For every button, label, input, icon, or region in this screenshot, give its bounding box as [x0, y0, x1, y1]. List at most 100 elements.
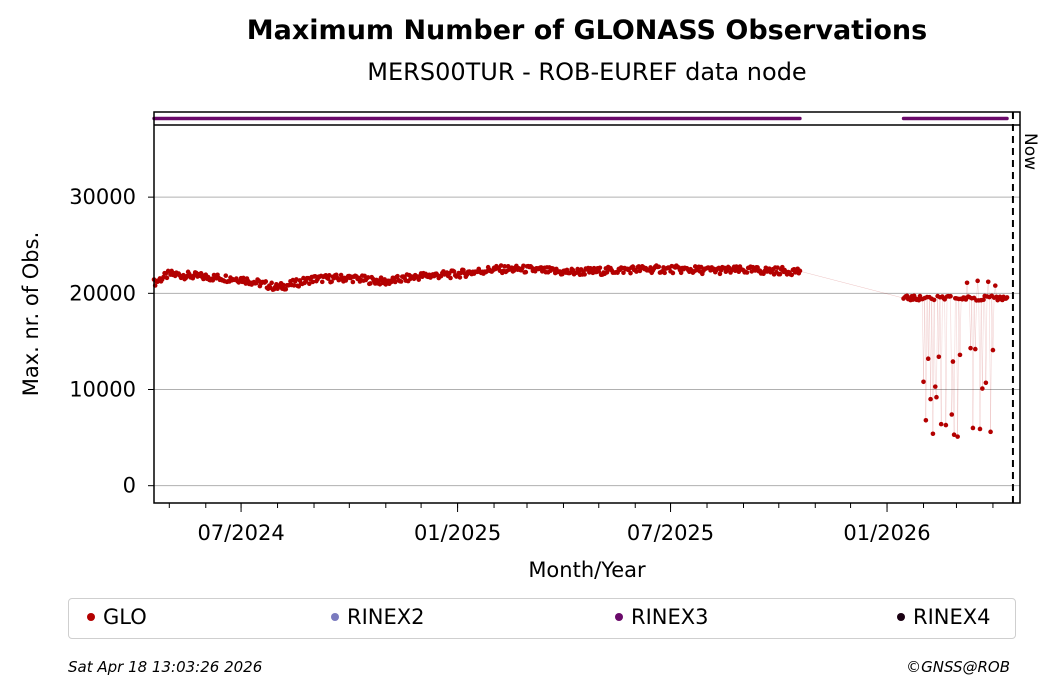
glo-point — [981, 297, 986, 303]
glo-connector — [959, 298, 962, 355]
glo-point — [921, 379, 926, 385]
glo-connector — [933, 299, 936, 387]
glo-connector — [970, 298, 972, 349]
glo-point — [931, 297, 937, 303]
glo-point — [777, 271, 783, 277]
glo-connector — [950, 296, 952, 415]
glo-point — [968, 345, 973, 351]
glo-connector — [953, 298, 956, 435]
glo-connector — [978, 300, 981, 429]
glo-point — [990, 347, 996, 353]
glo-connector — [931, 298, 934, 434]
glo-connector — [940, 296, 943, 425]
glo-point — [948, 293, 953, 299]
rinex3-point — [798, 116, 802, 121]
glo-connector — [991, 295, 994, 351]
glo-point — [502, 264, 507, 269]
glo-point — [327, 273, 332, 278]
y-axis-label: Max. nr. of Obs. — [19, 232, 43, 397]
y-tick-label: 20000 — [69, 281, 136, 305]
glo-connector — [951, 361, 954, 415]
glo-point — [936, 354, 942, 360]
glo-point — [294, 277, 299, 282]
glo-connector — [990, 295, 992, 432]
glo-connector — [938, 297, 941, 357]
glo-connector — [989, 297, 991, 432]
glo-point — [932, 384, 938, 389]
glo-point — [350, 279, 356, 285]
glo-point — [950, 359, 956, 364]
glo-point — [523, 269, 529, 275]
glo-point — [591, 265, 597, 271]
glo-connector — [928, 297, 930, 359]
x-axis-label: Month/Year — [528, 558, 646, 582]
chart-title: Maximum Number of GLONASS Observations — [246, 15, 928, 46]
rinex2-marker-icon — [331, 613, 339, 621]
glo-connector — [956, 298, 958, 437]
glo-point — [925, 356, 931, 362]
glo-connector — [971, 298, 974, 428]
glo-point — [597, 265, 603, 271]
legend-item-rinex2: RINEX2 — [331, 605, 425, 629]
glo-connector — [937, 296, 940, 357]
axes: 0 10000 20000 30000 07/2024 01/2025 07/2025 01/… — [19, 111, 1040, 582]
glo-point — [398, 279, 404, 284]
glo-point — [955, 434, 960, 439]
glo-connector — [982, 299, 984, 389]
legend-label-rinex2: RINEX2 — [347, 605, 425, 629]
glo-point — [975, 278, 980, 284]
x-tick-label: 07/2025 — [627, 521, 714, 545]
glo-point — [201, 276, 206, 282]
glo-point — [210, 278, 216, 283]
glo-point — [977, 426, 983, 432]
glo-connector — [929, 297, 931, 400]
glo-point — [934, 394, 939, 400]
glo-point — [988, 429, 993, 435]
glo-point — [368, 281, 373, 286]
glo-point — [670, 270, 676, 276]
glo-gap-line — [799, 271, 904, 299]
glo-point — [797, 268, 803, 274]
glo-point — [957, 352, 963, 358]
glo-connector — [945, 296, 948, 426]
glo-marker-icon — [87, 613, 95, 621]
glo-point — [582, 272, 587, 277]
glo-point — [1004, 295, 1010, 300]
x-tick-label: 01/2025 — [414, 521, 501, 545]
chart-subtitle: MERS00TUR - ROB-EUREF data node — [367, 58, 807, 86]
legend-label-glo: GLO — [103, 605, 147, 629]
legend-label-rinex4: RINEX4 — [913, 605, 991, 629]
glo-point — [634, 269, 639, 274]
glo-connector — [926, 297, 929, 359]
glo-point — [329, 279, 334, 284]
glo-point — [365, 275, 371, 280]
glo-connector — [952, 361, 955, 435]
glo-connector — [985, 296, 988, 383]
glo-connector — [939, 297, 942, 425]
glo-connector — [977, 280, 980, 301]
glo-point — [307, 281, 312, 287]
glo-point — [291, 283, 297, 288]
legend: GLO RINEX2 RINEX3 RINEX4 — [68, 598, 1016, 639]
y-tick-label: 30000 — [69, 185, 136, 209]
glo-connector — [944, 299, 947, 426]
glo-connector — [930, 298, 932, 400]
glo-connector — [984, 295, 987, 383]
glo-connector — [975, 300, 977, 350]
glo-connector — [992, 297, 995, 351]
glo-point — [980, 386, 985, 391]
glo-connector — [923, 298, 925, 382]
glo-connector — [958, 298, 961, 355]
glo-point — [621, 270, 626, 276]
legend-item-rinex4: RINEX4 — [897, 605, 991, 629]
glo-connector — [966, 282, 969, 297]
glo-point — [281, 282, 286, 288]
grid-lines — [154, 196, 1020, 487]
glo-point — [698, 264, 704, 270]
glo-point — [983, 380, 989, 386]
glo-point — [395, 273, 400, 279]
glo-point — [521, 263, 526, 269]
glo-point — [755, 265, 760, 270]
glo-point — [241, 275, 246, 281]
